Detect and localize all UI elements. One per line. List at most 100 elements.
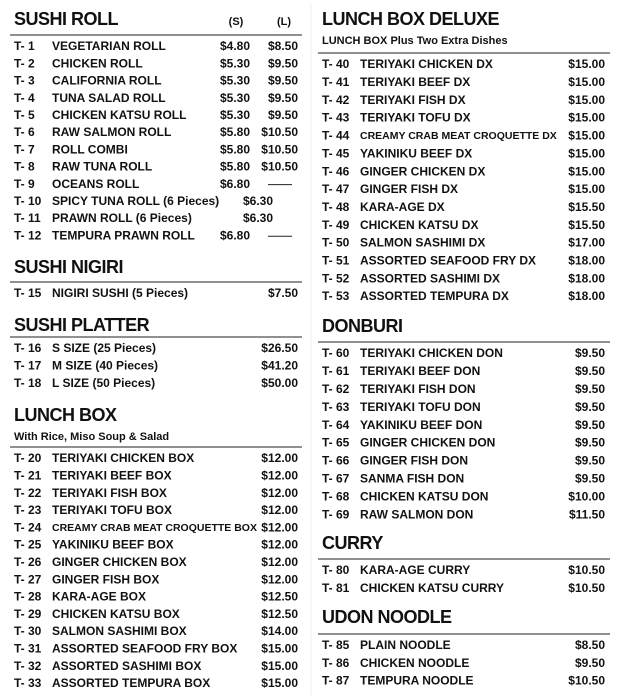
item-price: $15.00 (568, 93, 605, 107)
item-code: T- 81 (322, 581, 350, 595)
item-price: $12.00 (261, 486, 298, 500)
item-price: $15.00 (568, 129, 605, 143)
item-code: T- 48 (322, 200, 350, 214)
item-code: T- 45 (322, 146, 350, 160)
item-price-large: $8.50 (268, 39, 298, 53)
item-code: T- 64 (322, 418, 350, 432)
item-code: T- 2 (14, 56, 35, 70)
item-code: T- 67 (322, 471, 350, 485)
item-price: $18.00 (568, 289, 605, 303)
item-code: T- 86 (322, 656, 350, 670)
item-code: T- 51 (322, 254, 350, 268)
item-name: S SIZE (25 Pieces) (52, 341, 156, 355)
item-price: $10.00 (568, 489, 605, 503)
item-price: $12.00 (261, 451, 298, 465)
item-name: TERIYAKI TOFU DON (360, 400, 481, 414)
section-title: SUSHI PLATTER (14, 315, 150, 335)
section-subtitle: LUNCH BOX Plus Two Extra Dishes (322, 35, 508, 47)
item-name: TEMPURA NOODLE (360, 673, 474, 687)
item-code: T- 85 (322, 638, 350, 652)
item-code: T- 32 (14, 659, 42, 673)
item-price-small: $4.80 (220, 39, 250, 53)
item-code: T- 52 (322, 271, 350, 285)
item-code: T- 61 (322, 364, 350, 378)
item-code: T- 87 (322, 673, 350, 687)
item-price-large: $9.50 (268, 56, 298, 70)
item-name: TEMPURA PRAWN ROLL (52, 228, 195, 242)
item-price: $12.50 (261, 607, 298, 621)
item-code: T- 6 (14, 125, 35, 139)
item-name: ASSORTED SASHIMI BOX (52, 659, 201, 673)
item-code: T- 69 (322, 507, 350, 521)
item-price: $10.50 (568, 673, 605, 687)
item-price: $9.50 (575, 400, 605, 414)
item-price: $15.00 (568, 146, 605, 160)
item-name: CHICKEN KATSU CURRY (360, 581, 504, 595)
section-title: SUSHI NIGIRI (14, 257, 123, 277)
item-name: OCEANS ROLL (52, 177, 139, 191)
item-name: ASSORTED TEMPURA DX (360, 289, 509, 303)
item-code: T- 11 (14, 211, 41, 225)
item-code: T- 47 (322, 182, 350, 196)
item-price: $9.50 (575, 454, 605, 468)
item-price: $9.50 (575, 346, 605, 360)
section-title: DONBURI (322, 316, 403, 336)
item-price: $6.30 (243, 194, 273, 208)
item-code: T- 28 (14, 590, 42, 604)
item-price-large: $10.50 (261, 125, 298, 139)
item-name: TERIYAKI BEEF DX (360, 75, 470, 89)
item-name: CHICKEN KATSU BOX (52, 607, 180, 621)
item-price: $10.50 (568, 563, 605, 577)
item-code: T- 3 (14, 74, 35, 88)
item-price: $15.00 (261, 676, 298, 690)
item-name: TERIYAKI CHICKEN DX (360, 57, 493, 71)
item-name: TERIYAKI BEEF BOX (52, 468, 172, 482)
item-price-small: $5.30 (220, 91, 250, 105)
item-code: T- 31 (14, 641, 42, 655)
item-code: T- 21 (14, 468, 42, 482)
item-name: TERIYAKI FISH DX (360, 93, 466, 107)
item-code: T- 12 (14, 228, 42, 242)
item-price: $26.50 (261, 341, 298, 355)
item-price: $15.00 (568, 111, 605, 125)
item-price: $17.00 (568, 236, 605, 250)
item-name: CREAMY CRAB MEAT CROQUETTE DX (360, 130, 557, 142)
item-price: $9.50 (575, 471, 605, 485)
item-price: $15.00 (568, 57, 605, 71)
section-title: LUNCH BOX DELUXE (322, 9, 500, 29)
item-price-small: $6.80 (220, 228, 250, 242)
item-price: $18.00 (568, 254, 605, 268)
item-name: KARA-AGE BOX (52, 590, 146, 604)
item-name: ASSORTED SEAFOOD FRY DX (360, 254, 536, 268)
item-code: T- 80 (322, 563, 350, 577)
item-price: $7.50 (268, 286, 298, 300)
item-name: NIGIRI SUSHI (5 Pieces) (52, 286, 188, 300)
item-name: GINGER FISH DON (360, 454, 468, 468)
item-code: T- 17 (14, 359, 42, 373)
section-title: UDON NOODLE (322, 607, 452, 627)
item-code: T- 7 (14, 142, 35, 156)
item-price: $15.50 (568, 200, 605, 214)
item-name: SPICY TUNA ROLL (6 Pieces) (52, 194, 219, 208)
item-name: PLAIN NOODLE (360, 638, 451, 652)
section-title: LUNCH BOX (14, 405, 117, 425)
item-name: TERIYAKI FISH DON (360, 382, 476, 396)
item-code: T- 18 (14, 376, 42, 390)
item-name: TERIYAKI BEEF DON (360, 364, 480, 378)
item-code: T- 24 (14, 520, 42, 534)
item-price: $15.00 (568, 164, 605, 178)
item-price: $50.00 (261, 376, 298, 390)
item-code: T- 29 (14, 607, 42, 621)
item-code: T- 25 (14, 538, 42, 552)
item-code: T- 66 (322, 454, 350, 468)
item-price: $9.50 (575, 364, 605, 378)
item-code: T- 44 (322, 129, 350, 143)
item-price: $12.00 (261, 520, 298, 534)
item-price: $12.00 (261, 538, 298, 552)
item-name: TERIYAKI TOFU BOX (52, 503, 172, 517)
item-price: $8.50 (575, 638, 605, 652)
item-code: T- 40 (322, 57, 350, 71)
item-name: SALMON SASHIMI DX (360, 236, 485, 250)
item-code: T- 46 (322, 164, 350, 178)
item-name: ASSORTED SASHIMI DX (360, 271, 500, 285)
